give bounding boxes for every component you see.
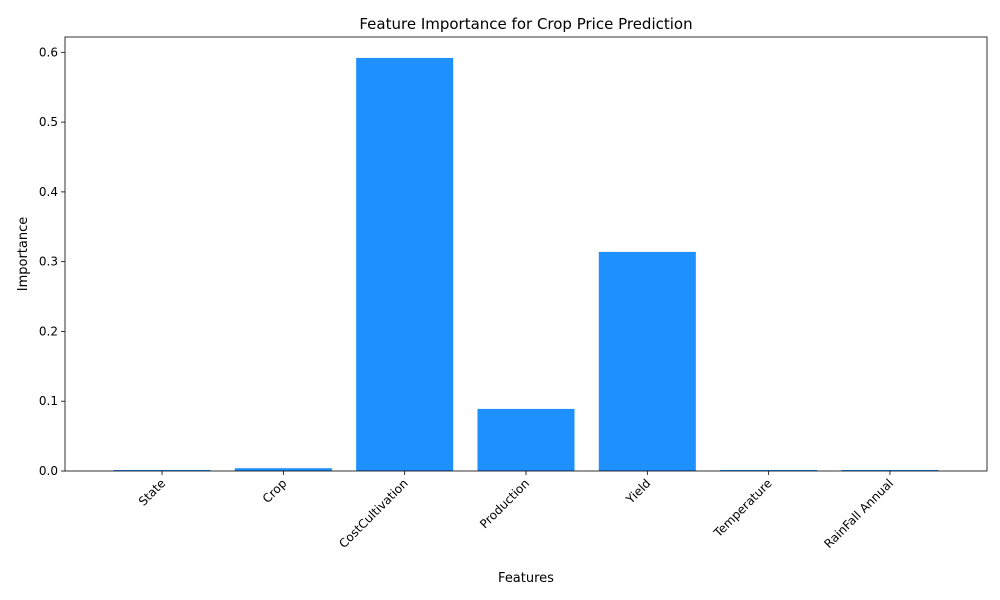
bar-costcultivation	[356, 57, 454, 472]
x-tick-label: CostCultivation	[336, 476, 411, 551]
plot-area: 0.0 0.1 0.2 0.3 0.4 0.5 0.6 State Crop CostCultiv…	[39, 36, 988, 551]
x-tick-label: State	[136, 476, 168, 508]
y-tick-label: 0.1	[39, 394, 58, 408]
x-tick-label: Crop	[260, 476, 290, 506]
y-tick-label: 0.4	[39, 185, 58, 199]
axes-frame	[64, 36, 988, 472]
bar-yield	[598, 251, 696, 471]
y-axis-label: Importance	[16, 217, 31, 292]
y-tick-label: 0.2	[39, 324, 58, 338]
x-tick-label: Temperature	[710, 476, 774, 540]
x-tick-label: Yield	[623, 476, 654, 507]
y-tick-label: 0.5	[39, 115, 58, 129]
bar-rainfall-annual	[841, 470, 939, 471]
x-axis-label: Features	[498, 571, 554, 586]
chart-title: Feature Importance for Crop Price Predic…	[359, 15, 692, 33]
x-tick-label: Production	[477, 476, 532, 531]
x-tick-label: RainFall Annual	[821, 476, 896, 551]
bar-crop	[234, 468, 332, 471]
bar-temperature	[720, 470, 818, 471]
y-tick-label: 0.6	[39, 45, 58, 59]
bar-production	[477, 408, 575, 471]
y-tick-label: 0.0	[39, 464, 58, 478]
bar-state	[113, 470, 211, 471]
y-tick-label: 0.3	[39, 255, 58, 269]
